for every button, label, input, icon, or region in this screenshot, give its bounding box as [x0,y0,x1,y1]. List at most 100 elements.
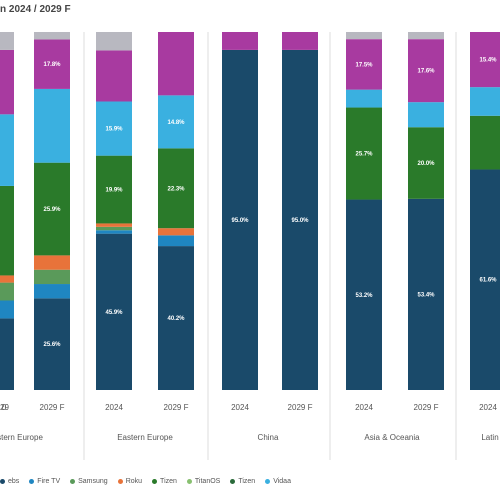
bar-1-segment-7 [34,32,70,40]
x-tick-0: 0 [2,403,7,412]
region-labels: stern Europe Eastern Europe China Asia & Oc… [0,433,499,442]
region-label-2: China [258,433,279,442]
bar-1-segment-2 [34,269,70,285]
bar-0-segment-4 [0,185,14,276]
segment-label-0: 25.6% [43,342,61,348]
bar-2-segment-7 [96,32,132,51]
bar-7-segment-0 [408,198,444,390]
bar-1-segment-0 [34,298,70,390]
legend-swatch-4 [152,478,158,484]
legend-item-0: ebs [0,471,19,491]
bar-6-segment-5 [346,89,382,108]
segment-label-6: 40.2% [167,316,185,322]
segment-label-8: 14.8% [167,120,185,126]
segment-label-7: 22.3% [167,186,185,192]
legend-item-1: Fire TV [29,471,60,491]
bar-1-segment-4 [34,162,70,256]
legend-label-5: TitanOS [194,477,221,485]
x-tick-1: 2029 F [40,403,65,412]
stacked-bar-chart: 25.6% 25.9% 17.8% 45.9% 19.9% 15.9% 40.2% 22.3%… [0,32,500,460]
segment-label-12: 25.7% [355,152,373,158]
bar-1-segment-5 [34,88,70,163]
bar-0-segment-6 [0,49,14,115]
bar-3-segment-1 [158,235,194,247]
region-label-1: Eastern Europe [117,433,173,442]
bar-8-segment-0 [470,169,500,390]
bar-0-segment-2 [0,282,14,301]
legend-label-1: Fire TV [37,477,61,485]
bar-3-segment-5 [158,95,194,149]
region-label-3: Asia & Oceania [364,433,420,442]
x-tick-labels: 0 2029 F 2024 2029 F 2024 2029 F 2024 2029 F 202… [0,403,497,412]
segment-label-4: 19.9% [105,188,123,194]
bar-7-segment-6 [408,39,444,103]
segment-label-2: 17.8% [43,62,61,68]
bar-3-segment-6 [158,32,194,96]
legend-label-3: Roku [125,477,143,485]
x-tick-6: 2024 [355,403,373,412]
legend-swatch-0 [0,478,5,484]
bar-4-segment-6 [222,32,258,50]
x-tick-5: 2029 F [288,403,313,412]
bar-2-segment-3 [96,223,132,227]
bar-1-segment-6 [34,39,70,89]
legend-label-7: Vidaa [273,477,291,485]
bar-0-segment-7 [0,32,14,50]
bar-7-segment-5 [408,102,444,128]
bar-8-segment-5 [470,87,500,116]
legend-swatch-6 [230,478,236,484]
legend-item-6: Tizen [230,471,255,491]
segment-label-16: 17.6% [417,69,435,75]
legend-swatch-5 [186,478,192,484]
bar-6-segment-4 [346,107,382,200]
legend-swatch-3 [117,478,123,484]
bar-2-segment-0 [96,233,132,390]
segment-labels: 25.6% 25.9% 17.8% 45.9% 19.9% 15.9% 40.2% 22.3%… [43,58,497,349]
bar-0-segment-1 [0,300,14,319]
segment-label-3: 45.9% [105,310,123,316]
legend-item-7: Vidaa [265,471,291,491]
bar-6-segment-0 [346,199,382,390]
bar-4-segment-0 [222,49,258,391]
segment-label-15: 20.0% [417,161,435,167]
segment-label-5: 15.9% [105,127,123,133]
segment-label-11: 53.2% [355,293,373,299]
legend-item-3: Roku [117,471,143,491]
legend: ebs Fire TV Samsung Roku Tizen TitanOS Tizen Vi… [0,471,500,491]
bar-2-segment-1 [96,230,132,234]
legend-item-4: Tizen [152,471,177,491]
segment-label-9: 95.0% [231,218,249,224]
bars [0,32,500,391]
bar-1-segment-1 [34,284,70,299]
x-tick-8: 2024 [479,403,497,412]
bar-5-segment-0 [282,49,318,391]
bar-7-segment-7 [408,32,444,40]
x-tick-4: 2024 [231,403,249,412]
x-tick-9: 2029 [0,403,9,412]
bar-2-segment-4 [96,155,132,224]
legend-swatch-1 [29,478,35,484]
legend-item-2: Samsung [70,471,108,491]
bar-0-segment-3 [0,275,14,283]
bar-0-segment-0 [0,318,14,390]
legend-label-0: ebs [8,477,20,485]
bar-0-segment-5 [0,114,14,186]
bar-1-segment-3 [34,255,70,270]
bar-7-segment-4 [408,127,444,199]
bar-3-segment-0 [158,246,194,390]
chart-title: n 2024 / 2029 F [0,4,71,15]
legend-label-6: Tizen [238,477,256,485]
bar-6-segment-7 [346,32,382,40]
segment-label-13: 17.5% [355,62,373,68]
bar-2-segment-2 [96,226,132,231]
x-tick-7: 2029 F [414,403,439,412]
legend-swatch-2 [70,478,76,484]
bar-2-segment-6 [96,50,132,102]
x-tick-2: 2024 [105,403,123,412]
bar-2-segment-5 [96,101,132,156]
legend-label-4: Tizen [160,477,177,485]
segment-label-17: 61.6% [479,278,497,284]
region-label-4: Latin [481,433,498,442]
legend-item-5: TitanOS [186,471,221,491]
bar-8-segment-6 [470,32,500,88]
